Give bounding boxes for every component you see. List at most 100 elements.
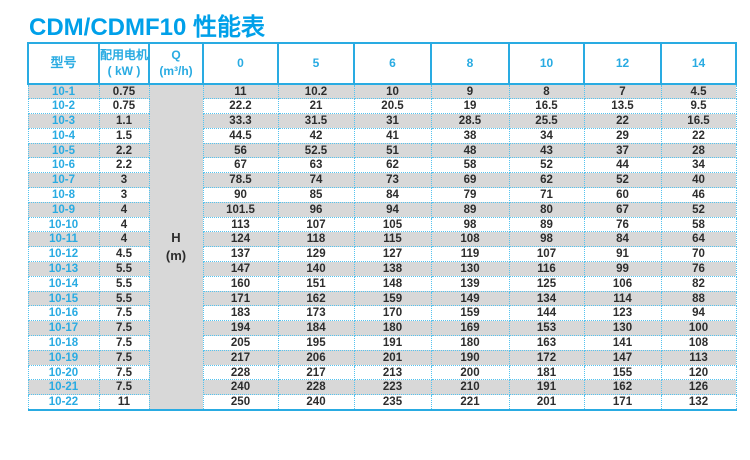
head-value-cell: 141 (583, 335, 662, 351)
motor-kw-cell: 5.5 (98, 261, 150, 277)
head-value-cell: 107 (277, 216, 355, 233)
motor-kw-cell: 7.5 (98, 305, 150, 322)
table-row: 10-13 5.5 147 140 138 130 116 99 76 (27, 261, 737, 277)
head-value-cell: 34 (508, 127, 585, 144)
table-body: 10-1 0.75 H (m) 11 10.2 10 9 8 7 4.5 10-2 0.75 22.2 21… (27, 83, 737, 411)
head-value-cell: 124 (202, 231, 279, 248)
head-value-cell: 181 (508, 364, 585, 381)
head-value-cell: 240 (202, 379, 279, 396)
head-value-cell: 120 (660, 364, 737, 381)
motor-kw-cell: 11 (98, 394, 150, 411)
column-header-motor-line1: 配用电机 (100, 47, 149, 62)
head-value-cell: 195 (277, 335, 355, 351)
head-value-cell: 228 (277, 379, 355, 396)
head-value-cell: 107 (508, 246, 585, 263)
head-value-cell: 79 (430, 187, 510, 203)
head-value-cell: 190 (430, 349, 510, 366)
head-value-cell: 67 (583, 201, 662, 218)
head-value-cell: 37 (583, 142, 662, 159)
table-row: 10-15 5.5 171 162 159 149 134 114 88 (27, 290, 737, 307)
head-value-cell: 98 (508, 231, 585, 248)
head-value-cell: 58 (430, 157, 510, 174)
model-cell: 10-9 (27, 201, 100, 218)
head-value-cell: 76 (583, 216, 662, 233)
head-value-cell: 126 (660, 379, 737, 396)
head-value-cell: 200 (430, 364, 510, 381)
table-row: 10-21 7.5 240 228 223 210 191 162 126 (27, 379, 737, 396)
head-value-cell: 58 (660, 216, 737, 233)
model-cell: 10-4 (27, 127, 100, 144)
head-value-cell: 144 (508, 305, 585, 322)
table-row: 10-10 4 113 107 105 98 89 76 58 (27, 216, 737, 233)
head-value-cell: 137 (202, 246, 279, 263)
motor-kw-cell: 2.2 (98, 142, 150, 159)
head-value-cell: 10 (353, 83, 432, 100)
head-value-cell: 62 (508, 172, 585, 189)
head-value-cell: 22 (583, 113, 662, 129)
table-row: 10-20 7.5 228 217 213 200 181 155 120 (27, 364, 737, 381)
head-value-cell: 99 (583, 261, 662, 277)
head-value-cell: 52 (660, 201, 737, 218)
head-value-cell: 85 (277, 187, 355, 203)
head-value-cell: 191 (353, 335, 432, 351)
table-row: 10-1 0.75 H (m) 11 10.2 10 9 8 7 4.5 (27, 83, 737, 411)
head-value-cell: 51 (353, 142, 432, 159)
head-value-cell: 8 (508, 83, 585, 100)
head-value-cell: 250 (202, 394, 279, 411)
head-value-cell: 90 (202, 187, 279, 203)
head-value-cell: 46 (660, 187, 737, 203)
head-value-cell: 155 (583, 364, 662, 381)
motor-kw-cell: 3 (98, 172, 150, 189)
head-value-cell: 151 (277, 275, 355, 292)
head-value-cell: 184 (277, 320, 355, 337)
column-header-motor-line2: ( kW ) (107, 63, 141, 78)
head-value-cell: 108 (430, 231, 510, 248)
table-row: 10-16 7.5 183 173 170 159 144 123 94 (27, 305, 737, 322)
head-value-cell: 194 (202, 320, 279, 337)
head-value-cell: 13.5 (583, 98, 662, 115)
head-value-cell: 34 (660, 157, 737, 174)
model-cell: 10-16 (27, 305, 100, 322)
head-value-cell: 191 (508, 379, 585, 396)
head-value-cell: 171 (202, 290, 279, 307)
table-row: 10-14 5.5 160 151 148 139 125 106 82 (27, 275, 737, 292)
head-value-cell: 139 (430, 275, 510, 292)
head-value-cell: 7 (583, 83, 662, 100)
head-value-cell: 116 (508, 261, 585, 277)
table-row: 10-18 7.5 205 195 191 180 163 141 108 (27, 335, 737, 351)
column-header-flow: 10 (508, 42, 585, 85)
head-value-cell: 170 (353, 305, 432, 322)
head-value-cell: 129 (277, 246, 355, 263)
motor-kw-cell: 1.1 (98, 113, 150, 129)
motor-kw-cell: 7.5 (98, 379, 150, 396)
column-header-flow: 14 (660, 42, 737, 85)
head-value-cell: 147 (583, 349, 662, 366)
head-value-cell: 163 (508, 335, 585, 351)
model-cell: 10-18 (27, 335, 100, 351)
column-header-flow: 5 (277, 42, 355, 85)
head-value-cell: 201 (508, 394, 585, 411)
head-value-cell: 89 (430, 201, 510, 218)
model-cell: 10-2 (27, 98, 100, 115)
model-cell: 10-14 (27, 275, 100, 292)
head-value-cell: 173 (277, 305, 355, 322)
head-value-cell: 125 (508, 275, 585, 292)
head-value-cell: 98 (430, 216, 510, 233)
head-value-cell: 62 (353, 157, 432, 174)
model-cell: 10-6 (27, 157, 100, 174)
model-cell: 10-1 (27, 83, 100, 100)
column-header-q: Q (m³/h) (148, 42, 204, 85)
motor-kw-cell: 7.5 (98, 335, 150, 351)
column-header-flow: 0 (202, 42, 279, 85)
head-value-cell: 76 (660, 261, 737, 277)
head-value-cell: 223 (353, 379, 432, 396)
motor-kw-cell: 0.75 (98, 83, 150, 100)
head-value-cell: 180 (430, 335, 510, 351)
head-value-cell: 28.5 (430, 113, 510, 129)
table-row: 10-19 7.5 217 206 201 190 172 147 113 (27, 349, 737, 366)
head-value-cell: 84 (353, 187, 432, 203)
column-header-q-line1: Q (171, 47, 181, 62)
head-value-cell: 148 (353, 275, 432, 292)
head-value-cell: 44.5 (202, 127, 279, 144)
model-cell: 10-5 (27, 142, 100, 159)
